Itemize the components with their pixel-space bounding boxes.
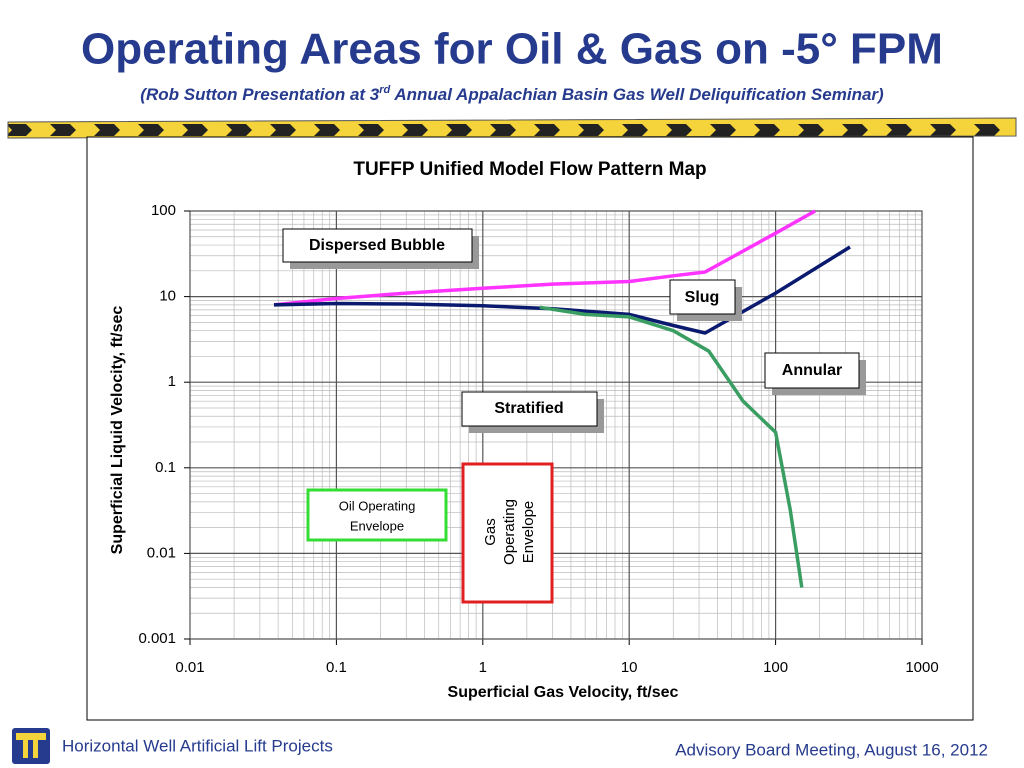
region-box (669, 279, 736, 315)
region-label: Annular (782, 362, 842, 379)
subtitle-part: Annual Appalachian Basin Gas Well Deliqu… (390, 85, 884, 104)
annotations: Dispersed Bubble Slug Annular Stratified… (282, 228, 866, 604)
banner (7, 117, 1017, 139)
x-tick-label: 0.01 (175, 659, 204, 676)
x-tick-label: 0.1 (326, 659, 347, 676)
slide-subtitle: (Rob Sutton Presentation at 3rd Annual A… (140, 84, 884, 105)
region-label: Dispersed Bubble (309, 237, 445, 254)
subtitle-superscript: rd (379, 84, 390, 96)
footer-right: Advisory Board Meeting, August 16, 2012 (675, 740, 988, 759)
y-tick-label: 100 (151, 202, 176, 219)
x-axis-label: Superficial Gas Velocity, ft/sec (448, 684, 679, 701)
footer-left: Horizontal Well Artificial Lift Projects (62, 736, 333, 755)
chart-title: TUFFP Unified Model Flow Pattern Map (353, 159, 706, 180)
region-box (461, 391, 598, 427)
x-tick-label: 100 (763, 659, 788, 676)
y-tick-label: 0.01 (147, 544, 176, 561)
y-tick-label: 1 (168, 373, 176, 390)
y-axis-label: Superficial Liquid Velocity, ft/sec (109, 306, 126, 555)
slide-title: Operating Areas for Oil & Gas on -5° FPM (81, 25, 943, 74)
y-tick-label: 0.001 (138, 630, 176, 647)
region-box (282, 228, 473, 263)
oil-envelope-label: Envelope (350, 518, 404, 533)
oil-envelope-label: Oil Operating (339, 498, 416, 513)
gas-envelope-label: Envelope (520, 501, 537, 564)
series-line (273, 209, 816, 307)
y-tick-label: 10 (159, 288, 176, 305)
gas-envelope-label: Operating (501, 499, 518, 565)
x-tick-label: 1 (479, 659, 487, 676)
series-line (539, 305, 804, 588)
x-tick-label: 1000 (905, 659, 938, 676)
x-tick-label: 10 (621, 659, 638, 676)
gas-envelope-label: Gas (482, 518, 499, 546)
plot: 0.01 0.1 1 10 100 1000 0.001 0.01 0.1 1 10 100 (138, 202, 938, 676)
region-label: Slug (685, 289, 720, 306)
gas-envelope-box (461, 462, 554, 604)
y-tick-label: 0.1 (155, 459, 176, 476)
region-label: Stratified (494, 400, 563, 417)
oil-envelope-box (306, 488, 448, 542)
subtitle-part: (Rob Sutton Presentation at 3 (140, 85, 380, 104)
logo (12, 728, 50, 764)
region-box (764, 352, 860, 389)
